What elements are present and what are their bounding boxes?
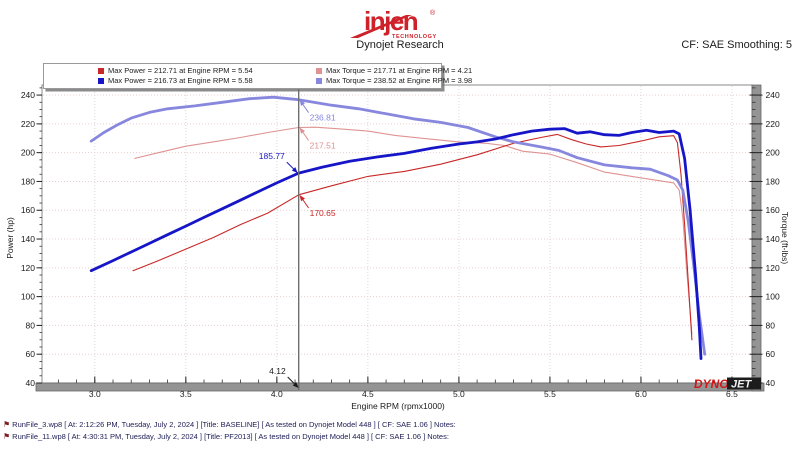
y-tick-label-right: 80 [766,320,776,330]
annotation-value: 170.65 [310,208,336,218]
annotation-value: 217.51 [310,140,336,150]
run-file-text: RunFile_3.wp8 [ At: 2:12:26 PM, Tuesday,… [12,420,456,429]
y-tick-label-right: 220 [766,119,780,129]
run-file-row-2[interactable]: ⚑ RunFile_11.wp8 [ At: 4:30:31 PM, Tuesd… [3,431,456,443]
legend-color-chip-blue [98,78,104,84]
y-tick-label-right: 40 [766,378,776,388]
x-tick-label: 3.0 [89,389,101,399]
series-pf2013-power [89,127,703,360]
dynojet-logo-box [727,377,761,390]
x-tick-label: 6.0 [635,389,647,399]
run-file-list: ⚑ RunFile_3.wp8 [ At: 2:12:26 PM, Tuesda… [3,419,456,443]
injen-logo: injen ® TECHNOLOGY [350,6,437,40]
dynojet-logo-jet: JET [731,379,752,391]
registered-mark: ® [430,9,436,17]
y-tick-label-left: 180 [21,176,35,186]
y-tick-label-right: 60 [766,349,776,359]
y-tick-label-right: 100 [766,292,780,302]
run-file-row-1[interactable]: ⚑ RunFile_3.wp8 [ At: 2:12:26 PM, Tuesda… [3,419,456,431]
run-file-text: RunFile_11.wp8 [ At: 4:30:31 PM, Tuesday… [12,432,449,441]
annotation-value: 4.12 [269,366,286,376]
x-axis-bar [35,382,765,392]
y-tick-label-left: 120 [21,263,35,273]
series-baseline-torque [134,126,693,335]
smoothing-setting-label: CF: SAE Smoothing: 5 [681,39,792,51]
annotation-arrowhead [299,99,305,106]
legend-item-baseline-torque: Max Torque = 217.71 at Engine RPM = 4.21 [316,66,472,76]
plot-area [41,84,753,384]
x-tick-label: 4.0 [271,389,283,399]
y-tick-label-left: 140 [21,234,35,244]
y-tick-label-left: 200 [21,148,35,158]
report-source-title: Dynojet Research [356,39,444,51]
x-tick-label: 5.0 [453,389,465,399]
legend-label: Max Power = 216.73 at Engine RPM = 5.58 [108,76,253,85]
legend-item-baseline-power: Max Power = 212.71 at Engine RPM = 5.54 [98,66,316,76]
y-axis-title-right: Torque (ft-lbs) [780,212,790,265]
annotation-arrowhead [291,167,298,174]
legend-color-chip-lightred [316,68,322,74]
annotation-arrowhead [292,382,299,388]
legend-color-chip-red [98,68,104,74]
run-flag-icon: ⚑ [3,432,11,441]
y-tick-label-left: 220 [21,119,35,129]
annotation-arrowhead [299,127,305,134]
logo-swoosh [350,15,412,38]
y-tick-label-right: 140 [766,234,780,244]
run-flag-icon: ⚑ [3,420,11,429]
right-axis-bar [751,84,762,392]
chart-legend: Max Power = 212.71 at Engine RPM = 5.54 … [43,63,472,89]
x-tick-label: 5.5 [544,389,556,399]
injen-logo-subtext: TECHNOLOGY [392,34,437,40]
legend-color-chip-lightblue [316,78,322,84]
y-tick-label-left: 80 [26,320,36,330]
x-tick-label: 3.5 [180,389,192,399]
legend-label: Max Torque = 217.71 at Engine RPM = 4.21 [326,66,473,75]
y-tick-label-left: 100 [21,292,35,302]
legend-item-pf2013-torque: Max Torque = 238.52 at Engine RPM = 3.98 [316,76,472,86]
series-baseline-power [132,133,693,341]
y-tick-label-left: 160 [21,205,35,215]
annotation-arrowhead [299,194,305,202]
y-tick-label-left: 40 [26,378,36,388]
legend-label: Max Power = 212.71 at Engine RPM = 5.54 [108,66,253,75]
y-tick-label-right: 180 [766,176,780,186]
y-tick-label-right: 120 [766,263,780,273]
x-axis-title: Engine RPM (rpmx1000) [351,401,445,411]
x-tick-label: 6.5 [726,389,738,399]
y-tick-label-right: 240 [766,90,780,100]
dynojet-logo-dyno: DYNO [694,377,729,391]
series-pf2013-torque [89,95,707,356]
annotation-value: 185.77 [259,151,285,161]
legend-label: Max Torque = 238.52 at Engine RPM = 3.98 [326,76,473,85]
legend-item-pf2013-power: Max Power = 216.73 at Engine RPM = 5.58 [98,76,316,86]
y-tick-label-left: 60 [26,349,36,359]
y-tick-label-left: 240 [21,90,35,100]
y-tick-label-right: 200 [766,148,780,158]
y-axis-title-left: Power (hp) [5,217,15,259]
y-tick-label-right: 160 [766,205,780,215]
annotation-value: 236.81 [310,113,336,123]
x-tick-label: 4.5 [362,389,374,399]
